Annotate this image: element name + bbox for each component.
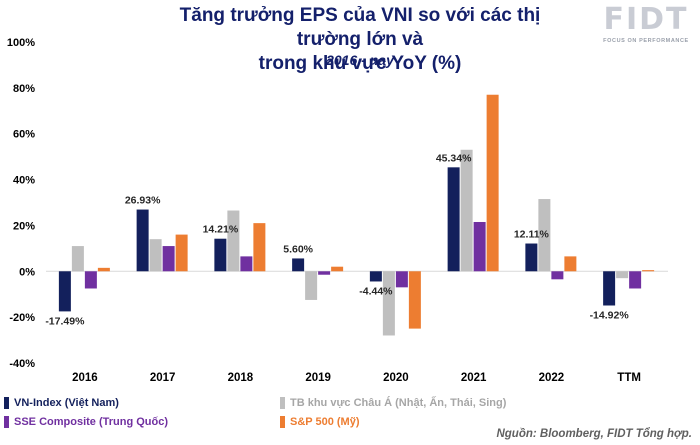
- bar-2017-series-2: [162, 246, 175, 272]
- legend-label-sp500: S&P 500 (Mỹ): [290, 416, 360, 428]
- eps-growth-chart: -40% -20% 0% 20% 40% 60% 80% 100% -17.49% 2016 26.…: [7, 37, 668, 384]
- bar-2016-series-0: [58, 271, 71, 312]
- bar-2018-series-0: [214, 238, 227, 272]
- y-tick-label: 80%: [13, 83, 35, 95]
- y-tick-label: 20%: [13, 220, 35, 232]
- bar-2020-series-1: [382, 271, 395, 336]
- bar-2016-series-1: [71, 246, 84, 272]
- legend-label-asia-avg: TB khu vực Châu Á (Nhật, Ấn, Thái, Sing): [290, 397, 507, 409]
- logo-tagline: FOCUS ON PERFORMANCE: [603, 38, 689, 44]
- data-label-vn-index: 14.21%: [203, 224, 239, 236]
- y-tick-label: 0%: [19, 266, 35, 278]
- bar-2019-series-2: [318, 271, 331, 275]
- bar-2018-series-3: [253, 223, 266, 272]
- bar-2017-series-3: [175, 234, 188, 272]
- bar-ttm-series-0: [603, 271, 616, 306]
- data-label-vn-index: 45.34%: [436, 152, 472, 164]
- legend-item-sp500: S&P 500 (Mỹ): [280, 416, 360, 428]
- bar-2019-series-0: [292, 258, 305, 272]
- legend-label-vn-index: VN-Index (Việt Nam): [14, 397, 119, 409]
- legend-swatch-sse: [4, 416, 9, 428]
- bar-2021-series-1: [460, 149, 473, 272]
- x-tick-label: TTM: [617, 372, 641, 384]
- data-label-vn-index: -17.49%: [45, 315, 85, 327]
- x-tick-label: 2022: [539, 372, 565, 384]
- bar-2017-series-0: [136, 209, 149, 272]
- bar-2017-series-1: [149, 239, 162, 272]
- data-label-vn-index: -14.92%: [590, 309, 630, 321]
- legend-label-sse: SSE Composite (Trung Quốc): [14, 416, 169, 428]
- bar-2019-series-3: [331, 266, 344, 272]
- source-note: Nguồn: Bloomberg, FIDT Tổng hợp.: [496, 428, 692, 440]
- legend-item-vn-index: VN-Index (Việt Nam): [4, 397, 119, 409]
- fidt-logo: FIDT FOCUS ON PERFORMANCE: [596, 2, 696, 52]
- bar-2019-series-1: [305, 271, 318, 300]
- legend-swatch-asia-avg: [280, 397, 285, 409]
- data-label-vn-index: 12.11%: [514, 229, 550, 241]
- data-label-vn-index: 26.93%: [125, 195, 161, 207]
- x-tick-label: 2017: [150, 372, 176, 384]
- x-tick-label: 2018: [228, 372, 254, 384]
- bar-2022-series-3: [564, 256, 577, 272]
- bar-2018-series-1: [227, 210, 240, 272]
- bar-2018-series-2: [240, 256, 253, 272]
- bar-2022-series-2: [551, 271, 564, 280]
- chart-title-line1: Tăng trưởng EPS của VNI so với các thị t…: [179, 5, 541, 50]
- y-tick-label: -20%: [9, 312, 35, 324]
- bar-2016-series-3: [97, 267, 110, 272]
- chart-title: Tăng trưởng EPS của VNI so với các thị t…: [150, 4, 570, 76]
- y-tick-label: 40%: [13, 175, 35, 187]
- x-tick-label: 2021: [461, 372, 487, 384]
- logo-text: FIDT: [603, 2, 689, 37]
- legend-swatch-sp500: [280, 416, 285, 428]
- y-tick-label: 100%: [7, 37, 35, 49]
- x-tick-label: 2020: [383, 372, 409, 384]
- chart-subtitle: 2016 - nay: [326, 52, 394, 68]
- bar-ttm-series-3: [642, 270, 655, 272]
- bar-2021-series-2: [473, 221, 486, 272]
- bar-ttm-series-1: [616, 271, 629, 279]
- bar-2020-series-3: [408, 271, 421, 329]
- data-label-vn-index: 5.60%: [283, 243, 313, 255]
- bar-2022-series-1: [538, 199, 551, 272]
- legend-item-sse: SSE Composite (Trung Quốc): [4, 416, 168, 428]
- x-tick-label: 2019: [305, 372, 331, 384]
- legend-item-asia-avg: TB khu vực Châu Á (Nhật, Ấn, Thái, Sing): [280, 397, 506, 409]
- bar-2022-series-0: [525, 243, 538, 272]
- y-tick-label: 60%: [13, 129, 35, 141]
- bar-2020-series-2: [395, 271, 408, 288]
- bar-ttm-series-2: [629, 271, 642, 289]
- bar-2021-series-3: [486, 94, 499, 272]
- x-tick-label: 2016: [72, 372, 98, 384]
- y-tick-label: -40%: [9, 358, 35, 370]
- bar-2021-series-0: [447, 167, 460, 272]
- bar-2020-series-0: [369, 271, 382, 282]
- bar-2016-series-2: [84, 271, 97, 289]
- chart-title-line2: trong khu vực YoY (%): [258, 53, 462, 74]
- data-label-vn-index: -4.44%: [359, 285, 393, 297]
- legend-swatch-vn-index: [4, 397, 9, 409]
